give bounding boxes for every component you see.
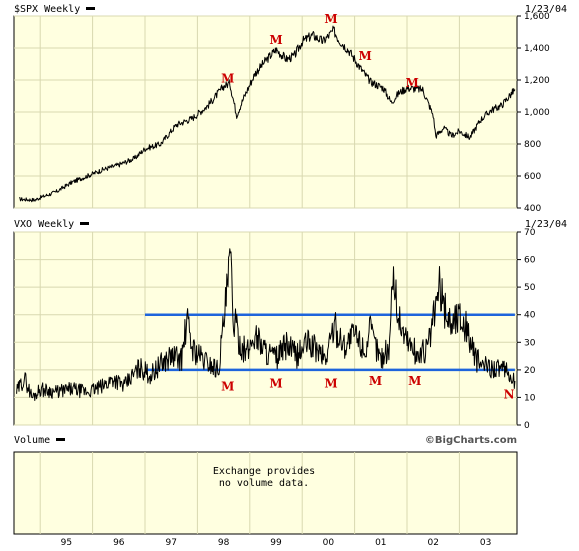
volume-message-line-1: Exchange provides	[213, 466, 315, 477]
x-tick-label: 95	[61, 538, 72, 548]
x-tick-label: 97	[165, 538, 176, 548]
marker-label: M	[269, 377, 282, 391]
spx-legend-swatch	[86, 7, 95, 10]
vxo-annotations: M M M M M N	[221, 374, 514, 402]
vxo-series	[16, 248, 516, 401]
volume-header: Volume ©BigCharts.com	[14, 435, 517, 446]
spx-date: 1/23/04	[525, 4, 567, 15]
y-tick-label: 1,400	[524, 44, 550, 54]
marker-label: M	[221, 379, 234, 393]
marker-label: M	[408, 374, 421, 388]
x-tick-label: 99	[270, 538, 282, 548]
y-tick-label: 800	[524, 140, 541, 150]
x-tick-label: 98	[218, 538, 230, 548]
volume-message-line-2: no volume data.	[219, 478, 309, 489]
vxo-header: VXO Weekly 1/23/04	[14, 219, 567, 230]
volume-legend-swatch	[56, 438, 65, 441]
spx-annotations: M M M M M	[221, 12, 419, 90]
marker-label: M	[324, 377, 337, 391]
vxo-date: 1/23/04	[525, 219, 567, 230]
volume-title: Volume	[14, 435, 50, 446]
y-tick-label: 1,200	[524, 76, 550, 86]
price-line	[19, 25, 516, 203]
price-line	[16, 248, 516, 401]
marker-label: M	[324, 12, 337, 26]
y-tick-label: 600	[524, 172, 541, 182]
spx-grid	[14, 15, 517, 209]
x-tick-label: 01	[375, 538, 386, 548]
spx-series	[19, 25, 516, 203]
x-tick-label: 02	[427, 538, 438, 548]
marker-label: M	[269, 33, 282, 47]
spx-header: $SPX Weekly 1/23/04	[14, 4, 567, 15]
y-tick-label: 400	[524, 204, 541, 214]
marker-label: M	[369, 374, 382, 388]
y-tick-label: 10	[524, 393, 536, 403]
y-tick-label: 70	[524, 228, 536, 238]
y-tick-label: 1,600	[524, 12, 550, 22]
volume-grid	[39, 452, 460, 534]
marker-label: M	[221, 71, 234, 85]
spx-y-axis: 400 600 800 1,000 1,200 1,400 1,600	[517, 12, 550, 214]
brand-logo: ©BigCharts.com	[425, 435, 517, 446]
x-tick-label: 03	[480, 538, 491, 548]
x-tick-label: 96	[113, 538, 125, 548]
y-tick-label: 40	[524, 311, 536, 321]
volume-plot-area	[13, 451, 518, 535]
x-tick-label: 00	[323, 538, 335, 548]
y-tick-label: 0	[524, 421, 530, 431]
y-tick-label: 50	[524, 283, 536, 293]
marker-label: M	[358, 49, 371, 63]
vxo-y-axis: 0 10 20 30 40 50 60 70	[517, 228, 536, 431]
vxo-title: VXO Weekly	[14, 219, 74, 230]
y-tick-label: 30	[524, 338, 536, 348]
x-axis-labels: 95 96 97 98 99 00 01 02 03	[61, 538, 492, 548]
y-tick-label: 60	[524, 256, 536, 266]
vxo-legend-swatch	[80, 222, 89, 225]
spx-title: $SPX Weekly	[14, 4, 80, 15]
y-tick-label: 20	[524, 366, 536, 376]
marker-label: N	[504, 388, 515, 402]
marker-label: M	[406, 76, 419, 90]
y-tick-label: 1,000	[524, 108, 550, 118]
